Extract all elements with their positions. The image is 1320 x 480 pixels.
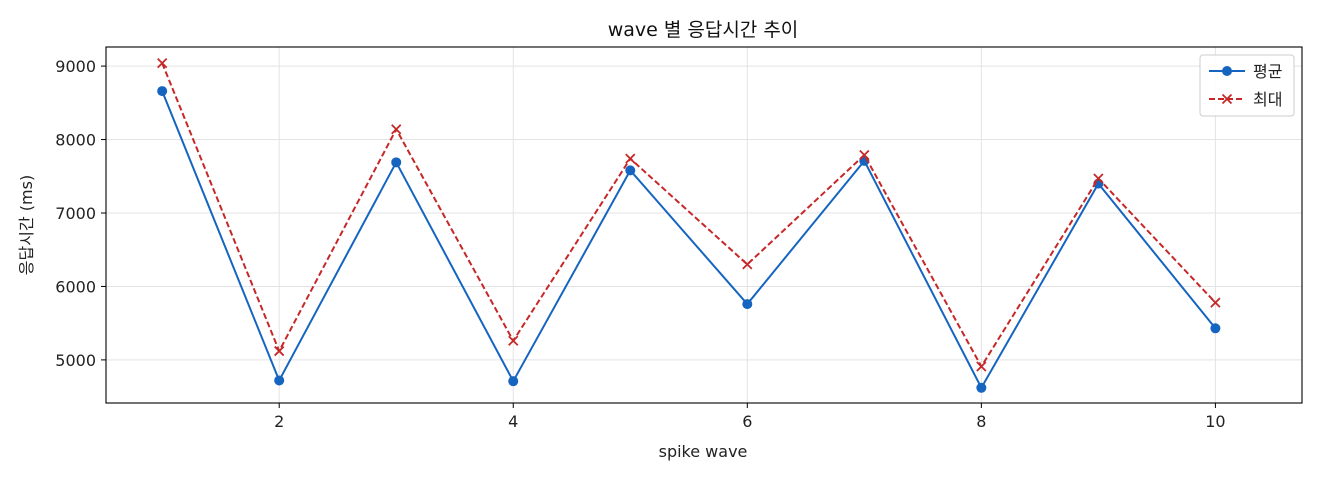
data-point — [508, 335, 519, 346]
y-tick-label: 8000 — [55, 131, 96, 150]
data-point — [508, 376, 519, 387]
x-tick-label: 10 — [1205, 412, 1225, 431]
series-line — [161, 62, 1217, 368]
legend-marker — [1222, 66, 1232, 76]
series-line — [161, 90, 1217, 389]
y-tick-label: 9000 — [55, 57, 96, 76]
data-point — [742, 259, 753, 270]
x-axis-title: spike wave — [659, 442, 748, 461]
legend-marker — [1221, 93, 1233, 105]
y-tick-label: 5000 — [55, 351, 96, 370]
data-point — [157, 86, 168, 97]
data-point — [157, 58, 168, 69]
x-tick-label: 8 — [976, 412, 986, 431]
data-point — [859, 149, 870, 161]
data-point — [1210, 297, 1221, 308]
data-point — [391, 157, 402, 168]
x-tick-label: 6 — [742, 412, 752, 431]
data-point — [1210, 323, 1221, 334]
grid — [106, 47, 1302, 403]
data-point — [976, 361, 987, 372]
legend-item: 평균 — [1209, 62, 1282, 81]
data-point — [391, 124, 402, 135]
y-axis-title: 응답시간 (ms) — [17, 175, 36, 275]
series-1 — [157, 86, 1221, 393]
y-tick-label: 6000 — [55, 277, 96, 296]
data-point — [1093, 173, 1104, 184]
y-tick-label: 7000 — [55, 204, 96, 223]
plot-frame — [105, 46, 1303, 404]
legend-label: 평균 — [1253, 62, 1282, 81]
chart-title: wave 별 응답시간 추이 — [608, 19, 799, 41]
x-tick-label: 4 — [508, 412, 518, 431]
legend-item: 최대 — [1209, 90, 1282, 109]
axes: 2 4 6 8 10 5000 6000 7000 8000 9000 — [55, 46, 1303, 431]
data-point — [274, 345, 285, 357]
data-point — [274, 375, 285, 386]
data-point — [625, 153, 636, 164]
data-point — [976, 382, 987, 393]
legend-label: 최대 — [1253, 90, 1282, 109]
series-area — [157, 58, 1221, 393]
x-tick-label: 2 — [274, 412, 284, 431]
data-point — [742, 299, 753, 310]
series-2 — [157, 58, 1221, 372]
data-point — [625, 165, 636, 176]
